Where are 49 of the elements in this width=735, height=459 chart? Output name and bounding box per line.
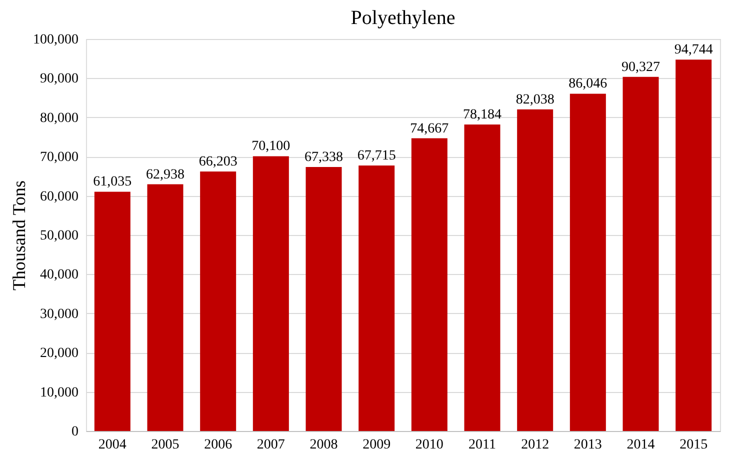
bar xyxy=(358,166,395,431)
x-tick-label: 2004 xyxy=(98,438,126,452)
x-tick-label: 2014 xyxy=(626,438,655,452)
y-tick-label: 50,000 xyxy=(40,228,78,244)
data-label: 67,715 xyxy=(357,148,396,164)
x-tick-label: 2007 xyxy=(256,438,285,452)
y-axis-title: Thousand Tons xyxy=(9,180,29,290)
chart-title: Polyethylene xyxy=(350,7,456,29)
x-tick-label: 2005 xyxy=(151,438,180,452)
bar xyxy=(94,192,130,431)
y-tick-label: 90,000 xyxy=(40,72,78,87)
x-tick-label: 2010 xyxy=(415,438,444,452)
x-tick-label: 2011 xyxy=(468,438,496,452)
data-label: 90,327 xyxy=(622,60,660,75)
data-label: 74,667 xyxy=(410,121,449,136)
bar xyxy=(517,109,554,431)
bar xyxy=(306,167,342,431)
x-tick-label: 2013 xyxy=(574,438,602,452)
y-tick-label: 0 xyxy=(72,424,78,440)
x-tick-label: 2012 xyxy=(521,438,550,452)
data-label: 86,046 xyxy=(568,76,608,92)
data-label: 70,100 xyxy=(252,139,290,154)
x-tick-label: 2008 xyxy=(310,438,338,452)
bar xyxy=(411,138,448,431)
bar xyxy=(147,184,184,431)
x-tick-label: 2006 xyxy=(204,438,232,452)
bar xyxy=(676,60,712,431)
bar xyxy=(464,124,500,431)
y-tick-label: 20,000 xyxy=(40,346,78,362)
x-tick-label: 2015 xyxy=(680,438,708,452)
data-label: 66,203 xyxy=(198,154,238,170)
data-label: 94,744 xyxy=(674,42,713,58)
bar xyxy=(622,76,659,431)
y-tick-label: 80,000 xyxy=(40,110,78,126)
bar xyxy=(252,156,289,431)
y-tick-label: 100,000 xyxy=(33,32,78,48)
x-tick-label: 2009 xyxy=(362,438,391,452)
data-label: 62,938 xyxy=(146,167,184,182)
bar xyxy=(200,171,236,431)
data-label: 61,035 xyxy=(93,174,132,190)
y-tick-label: 10,000 xyxy=(40,385,78,400)
data-label: 78,184 xyxy=(463,108,502,123)
bar xyxy=(570,94,606,431)
data-label: 67,338 xyxy=(304,150,343,166)
y-tick-label: 40,000 xyxy=(40,268,78,283)
data-label: 82,038 xyxy=(516,92,554,108)
y-tick-label: 60,000 xyxy=(40,189,78,204)
y-tick-label: 30,000 xyxy=(40,306,78,322)
y-tick-label: 70,000 xyxy=(40,150,78,166)
